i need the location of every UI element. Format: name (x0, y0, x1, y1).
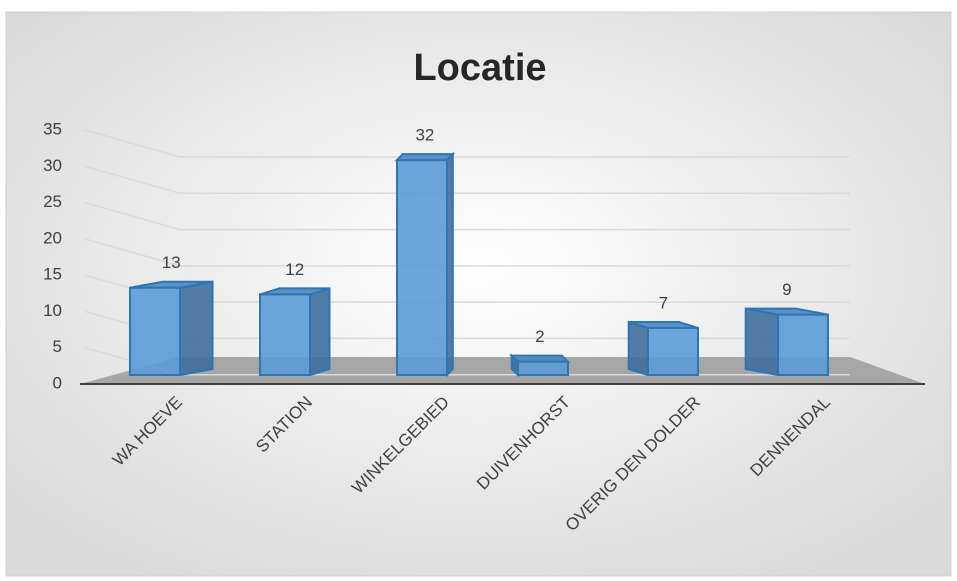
y-tick-label: 20 (43, 228, 62, 247)
bar-side (179, 280, 214, 377)
bar (129, 280, 214, 377)
y-tick-label: 35 (43, 119, 62, 138)
bar-front (396, 159, 448, 376)
y-tick-label: 25 (43, 192, 62, 211)
data-label: 9 (782, 280, 791, 299)
bar-front (517, 360, 569, 376)
bar-side (744, 307, 779, 377)
bar-front (259, 293, 311, 376)
data-label: 12 (285, 260, 304, 279)
bar-front (647, 327, 699, 376)
data-label: 7 (659, 293, 668, 312)
y-tick-label: 0 (53, 373, 62, 392)
data-label: 13 (162, 253, 181, 272)
y-tick-label: 10 (43, 301, 62, 320)
bar (259, 287, 331, 377)
bar-side (309, 287, 331, 377)
bar-front (129, 286, 181, 376)
bar-front (777, 313, 829, 376)
data-label: 2 (535, 327, 544, 346)
grid-line (84, 129, 850, 158)
y-tick-label: 5 (53, 337, 62, 356)
bar-side (627, 320, 649, 377)
bar (509, 353, 571, 378)
grid-line (84, 165, 850, 195)
bar (744, 307, 829, 377)
grid-line (84, 201, 850, 231)
data-label: 32 (415, 126, 434, 145)
bar (394, 151, 456, 378)
y-tick-label: 30 (43, 156, 62, 175)
y-tick-label: 15 (43, 265, 62, 284)
chart-title: Locatie (413, 47, 546, 89)
bar (627, 320, 699, 377)
grid-line (84, 238, 850, 267)
